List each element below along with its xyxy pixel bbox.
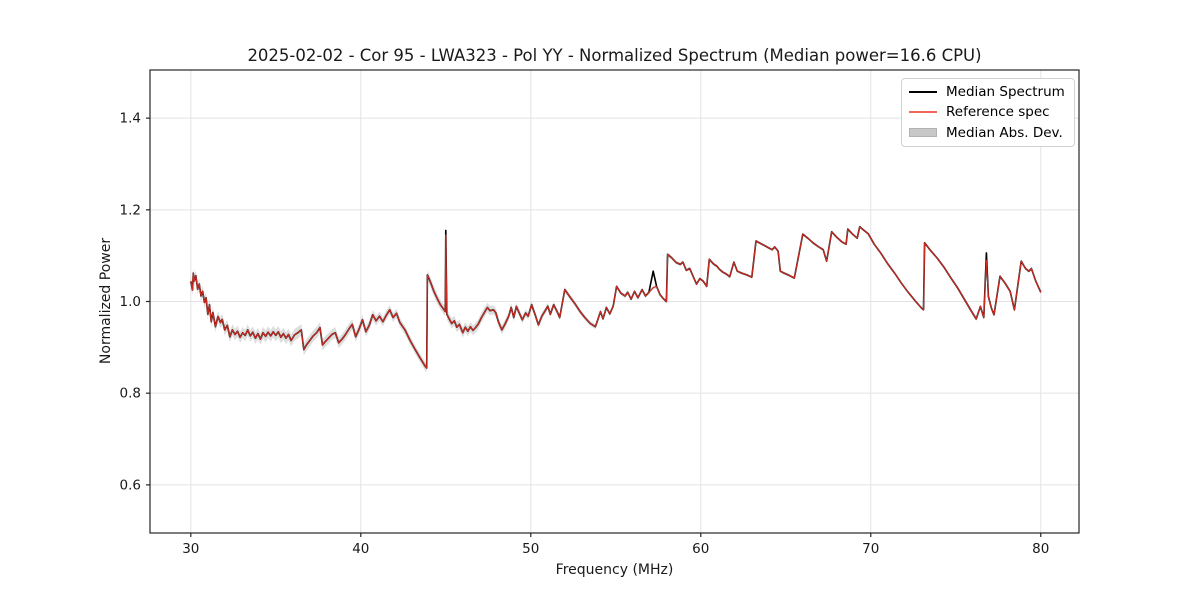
x-tick-label: 70 — [862, 541, 879, 557]
plot-title: 2025-02-02 - Cor 95 - LWA323 - Pol YY - … — [247, 46, 982, 65]
x-tick-label: 30 — [182, 541, 199, 557]
y-tick-label: 1.2 — [120, 202, 141, 218]
y-tick-label: 1.4 — [120, 111, 141, 127]
y-tick-label: 1.0 — [120, 294, 141, 310]
band-patch-swatch-icon — [909, 128, 937, 138]
legend-entry-median-abs-dev: Median Abs. Dev. — [909, 123, 1066, 143]
x-tick-label: 60 — [692, 541, 709, 557]
y-axis-label: Normalized Power — [98, 237, 114, 365]
legend-label: Reference spec — [946, 104, 1050, 121]
x-tick-label: 50 — [522, 541, 539, 557]
legend-entry-reference-spec: Reference spec — [909, 102, 1066, 122]
median-spectrum-line — [190, 226, 1042, 369]
legend-entry-median-spectrum: Median Spectrum — [909, 82, 1066, 102]
legend: Median Spectrum Reference spec Median Ab… — [901, 78, 1075, 147]
legend-label: Median Abs. Dev. — [946, 124, 1063, 141]
median-line-swatch-icon — [909, 91, 937, 94]
legend-label: Median Spectrum — [946, 84, 1065, 101]
reference-spec-line — [190, 226, 1042, 369]
y-tick-label: 0.6 — [120, 477, 141, 493]
x-axis-label: Frequency (MHz) — [555, 562, 674, 578]
y-tick-label: 0.8 — [120, 386, 141, 402]
x-tick-label: 80 — [1032, 541, 1049, 557]
axis-ticks: 30 40 50 60 70 80 0.6 0.8 1.0 1.2 1.4 — [120, 111, 1050, 557]
x-tick-label: 40 — [352, 541, 369, 557]
reference-line-swatch-icon — [909, 111, 937, 114]
